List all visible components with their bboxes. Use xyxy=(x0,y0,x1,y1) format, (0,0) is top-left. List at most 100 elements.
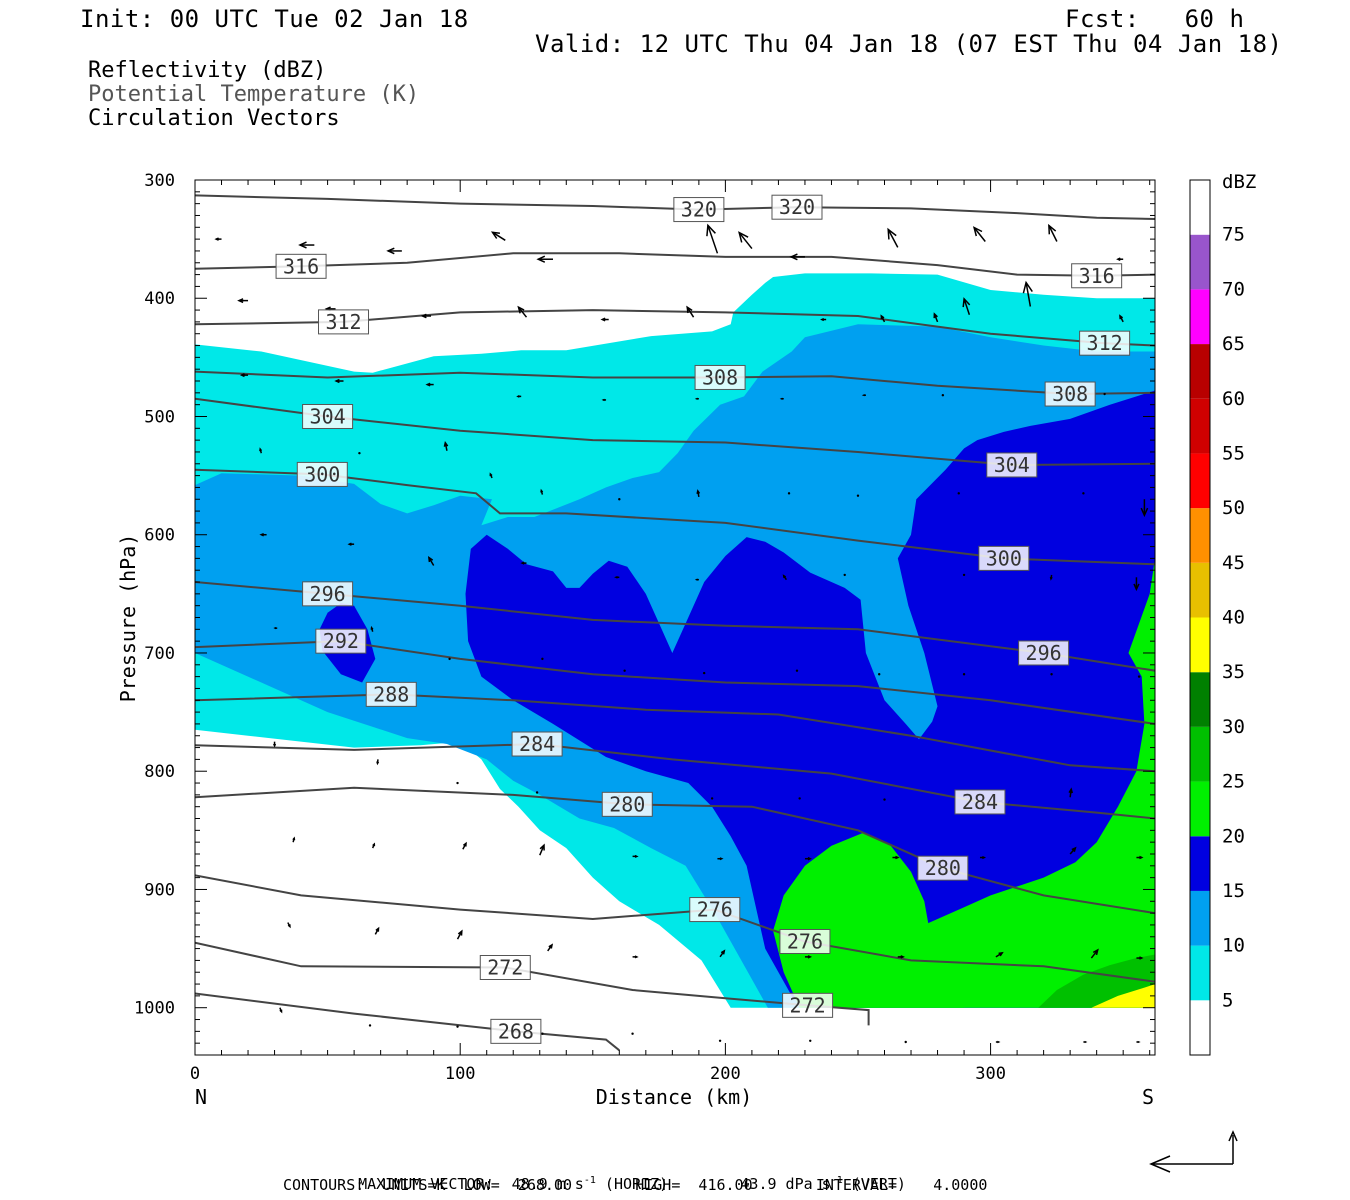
colorbar-label-70: 70 xyxy=(1222,278,1245,300)
colorbar-frame xyxy=(1189,179,1211,1056)
circulation-vector-head-11 xyxy=(1116,257,1121,261)
circulation-vector-head-6 xyxy=(738,231,749,243)
circulation-vector-head-78 xyxy=(292,836,296,841)
circulation-vector-dot-112 xyxy=(371,1089,373,1091)
circulation-vector-35 xyxy=(358,451,361,455)
circulation-vector-47 xyxy=(347,542,355,546)
colorbar-bin-65-70 xyxy=(1190,289,1210,345)
theta-label-300-1: 300 xyxy=(986,546,1022,570)
circulation-vector-26 xyxy=(425,382,434,387)
circulation-vector-head-88 xyxy=(1139,855,1144,860)
circulation-vector-head-58 xyxy=(370,625,374,630)
circulation-vector-14 xyxy=(420,313,432,319)
circulation-vector-head-94 xyxy=(720,949,726,955)
circulation-vector-108 xyxy=(995,1040,1001,1044)
circulation-vector-head-55 xyxy=(1049,576,1053,581)
circulation-vector-shaft-15 xyxy=(517,306,528,318)
colorbar-title: dBZ xyxy=(1222,171,1256,193)
circulation-vector-head-8 xyxy=(887,227,897,240)
circulation-vector-dot-71 xyxy=(535,791,539,794)
theta-label-box-312-0 xyxy=(318,309,370,335)
circulation-vector-dot-75 xyxy=(883,798,886,801)
circulation-vector-73 xyxy=(710,797,714,800)
circulation-vector-81 xyxy=(539,843,545,856)
colorbar-bin-20-25 xyxy=(1190,781,1210,837)
circulation-vector-dot-104 xyxy=(631,1032,634,1035)
theta-contour-272 xyxy=(195,941,870,1026)
circulation-vector-60 xyxy=(541,657,544,661)
circulation-vector-69 xyxy=(376,759,380,766)
circulation-vector-57 xyxy=(273,627,278,630)
theta-contour-268 xyxy=(195,992,620,1052)
circulation-vector-37 xyxy=(489,472,493,479)
y-tick-label-500: 500 xyxy=(144,407,175,427)
circulation-vector-3 xyxy=(536,255,554,263)
circulation-vector-dot-107 xyxy=(904,1040,907,1044)
circulation-vector-head-29 xyxy=(694,397,699,400)
circulation-vector-dot-122 xyxy=(260,1151,262,1153)
vert-unit-exponent: -1 xyxy=(830,1175,843,1186)
theta-label-box-308-1 xyxy=(1044,381,1096,407)
circulation-vector-head-40 xyxy=(696,489,701,494)
circulation-vector-dot-60 xyxy=(541,657,544,661)
circulation-vector-head-114 xyxy=(549,1102,550,1103)
theta-label-292-0: 292 xyxy=(323,629,359,653)
circulation-vector-head-3 xyxy=(536,255,546,263)
circulation-vector-head-25 xyxy=(334,378,340,384)
circulation-vector-38 xyxy=(540,488,544,495)
circulation-vector-48 xyxy=(427,555,435,566)
circulation-vector-head-0 xyxy=(214,237,219,241)
circulation-vector-64 xyxy=(877,673,881,676)
colorbar-label-35: 35 xyxy=(1222,661,1245,683)
field-potential-temperature: Potential Temperature (K) xyxy=(88,82,420,107)
circulation-vector-71 xyxy=(535,791,539,794)
circulation-vector-dot-120 xyxy=(1069,1120,1071,1122)
circulation-vector-74 xyxy=(798,797,801,800)
theta-label-box-276-0 xyxy=(689,897,741,923)
theta-contour-300 xyxy=(195,468,1155,566)
circulation-vector-head-108 xyxy=(997,1040,1001,1044)
circulation-vector-head-14 xyxy=(420,313,427,319)
theta-label-box-280-0 xyxy=(601,791,653,817)
circulation-vector-head-9 xyxy=(972,226,983,237)
colorbar-label-10: 10 xyxy=(1222,935,1245,957)
circulation-vector-dot-41 xyxy=(787,492,791,495)
circulation-vector-75 xyxy=(883,798,886,801)
colorbar-label-50: 50 xyxy=(1222,497,1245,519)
colorbar-bin-30-35 xyxy=(1190,672,1210,727)
theta-label-box-288-0 xyxy=(365,681,417,707)
theta-contour-284 xyxy=(195,742,1155,820)
circulation-vector-6 xyxy=(738,231,753,250)
circulation-vector-shaft-4 xyxy=(492,231,506,241)
circulation-vector-39 xyxy=(618,498,621,501)
circulation-vector-head-1 xyxy=(298,241,307,249)
circulation-vector-head-12 xyxy=(237,298,244,304)
colorbar-bin-45-50 xyxy=(1190,508,1210,563)
circulation-vector-112 xyxy=(371,1089,373,1091)
horiz-unit-exponent: -1 xyxy=(583,1175,596,1186)
circulation-vector-68 xyxy=(273,741,277,748)
y-tick-label-900: 900 xyxy=(144,880,175,900)
circulation-vector-head-23 xyxy=(1119,314,1124,320)
circulation-vector-head-18 xyxy=(820,318,825,322)
theta-label-268-0: 268 xyxy=(498,1019,534,1043)
circulation-vector-dot-119 xyxy=(984,1121,986,1123)
circulation-vector-117 xyxy=(809,1121,811,1123)
horiz-tag: (HORIZ) xyxy=(604,1175,669,1193)
x-axis-label: Distance (km) xyxy=(596,1085,753,1109)
reflectivity-region-15dbz-2 xyxy=(465,390,1155,1008)
colorbar-bin-75-80 xyxy=(1190,180,1210,235)
circulation-vector-118 xyxy=(897,1122,899,1124)
theta-label-296-0: 296 xyxy=(310,582,346,606)
circulation-vector-61 xyxy=(623,669,626,672)
theta-label-box-272-1 xyxy=(782,992,834,1018)
theta-label-308-0: 308 xyxy=(702,365,738,389)
colorbar-label-5: 5 xyxy=(1222,989,1233,1011)
circulation-vector-head-82 xyxy=(634,854,639,858)
circulation-vector-head-47 xyxy=(347,542,352,546)
colorbar-bin-10-15 xyxy=(1190,890,1210,946)
circulation-vector-shaft-9 xyxy=(973,227,986,242)
reflectivity-region-20dbz-4 xyxy=(826,558,1155,1008)
circulation-vector-42 xyxy=(856,494,860,497)
theta-label-box-296-0 xyxy=(302,581,354,607)
